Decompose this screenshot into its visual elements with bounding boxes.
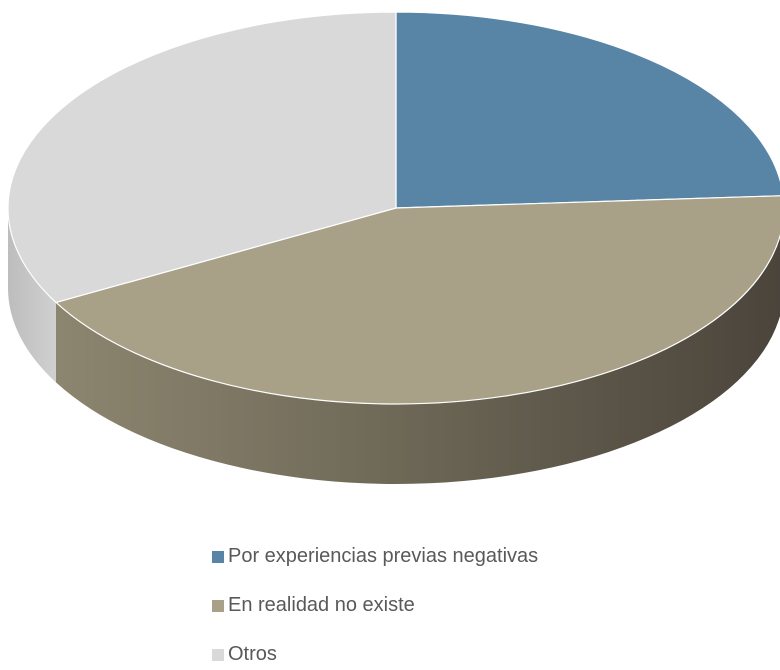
legend-swatch-tan xyxy=(212,599,224,612)
legend-item-negative-experiences: Por experiencias previas negativas xyxy=(212,544,538,569)
chart-legend: Por experiencias previas negativas En re… xyxy=(212,544,538,670)
legend-label: Por experiencias previas negativas xyxy=(228,545,539,567)
legend-label: Otros xyxy=(228,643,277,665)
legend-swatch-blue xyxy=(212,550,224,563)
legend-swatch-grey xyxy=(212,648,224,661)
legend-item-others: Otros xyxy=(212,642,538,667)
legend-label: En realidad no existe xyxy=(228,594,415,616)
legend-item-does-not-exist: En realidad no existe xyxy=(212,593,538,618)
pie-slices xyxy=(7,11,780,405)
pie-side-otros xyxy=(8,208,56,383)
pie-slice-por-experiencias-previas-negativas xyxy=(395,11,780,209)
pie-side-en-realidad-no-existe xyxy=(55,235,780,484)
pie-sides xyxy=(8,208,780,484)
pie-slice-en-realidad-no-existe xyxy=(55,195,780,405)
pie-slice-otros xyxy=(7,11,397,304)
pie-chart-plot xyxy=(7,11,780,484)
